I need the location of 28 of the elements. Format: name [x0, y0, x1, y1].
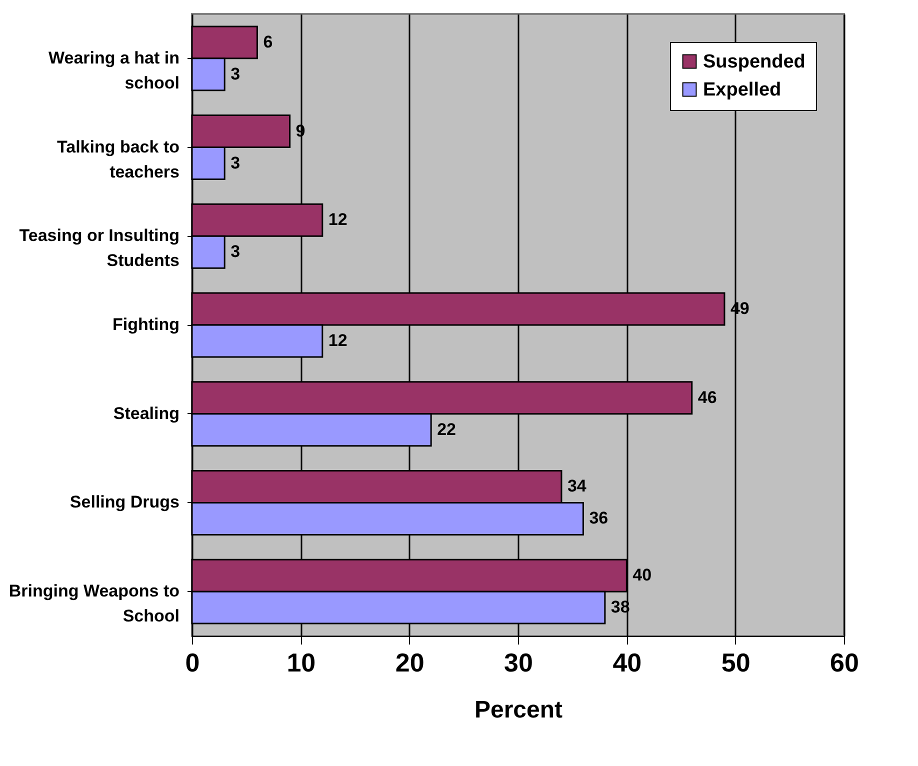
y-tick-label: Talking back to teachers: [57, 137, 180, 182]
legend-label: Expelled: [703, 80, 782, 100]
data-label: 46: [698, 388, 717, 407]
x-tick-label: 40: [612, 648, 642, 678]
data-label: 36: [589, 508, 608, 528]
legend-label: Suspended: [703, 52, 806, 72]
y-tick-label: Stealing: [113, 404, 180, 423]
data-label: 40: [632, 566, 652, 585]
y-tick-label: Wearing a hat in school: [48, 48, 180, 92]
data-label: 6: [263, 32, 273, 52]
x-tick-label: 10: [286, 648, 316, 678]
y-tick-label: Bringing Weapons to School: [8, 582, 180, 626]
x-tick-label: 60: [830, 648, 859, 678]
x-tick-label: 0: [185, 648, 200, 678]
y-tick-label: Teasing or Insulting Students: [19, 226, 180, 270]
x-tick-label: 20: [395, 648, 424, 678]
data-label: 3: [230, 242, 240, 262]
x-tick-label: 50: [721, 648, 750, 678]
data-label: 12: [328, 330, 348, 350]
data-label: 22: [437, 420, 456, 439]
x-axis-title: Percent: [474, 696, 563, 724]
y-tick-label: Fighting: [112, 315, 180, 334]
x-tick-label: 30: [504, 648, 533, 678]
data-label: 34: [567, 476, 587, 496]
data-label: 3: [230, 153, 240, 172]
data-label: 3: [230, 64, 240, 84]
y-tick-label: Selling Drugs: [70, 492, 180, 512]
data-label: 12: [328, 210, 348, 230]
